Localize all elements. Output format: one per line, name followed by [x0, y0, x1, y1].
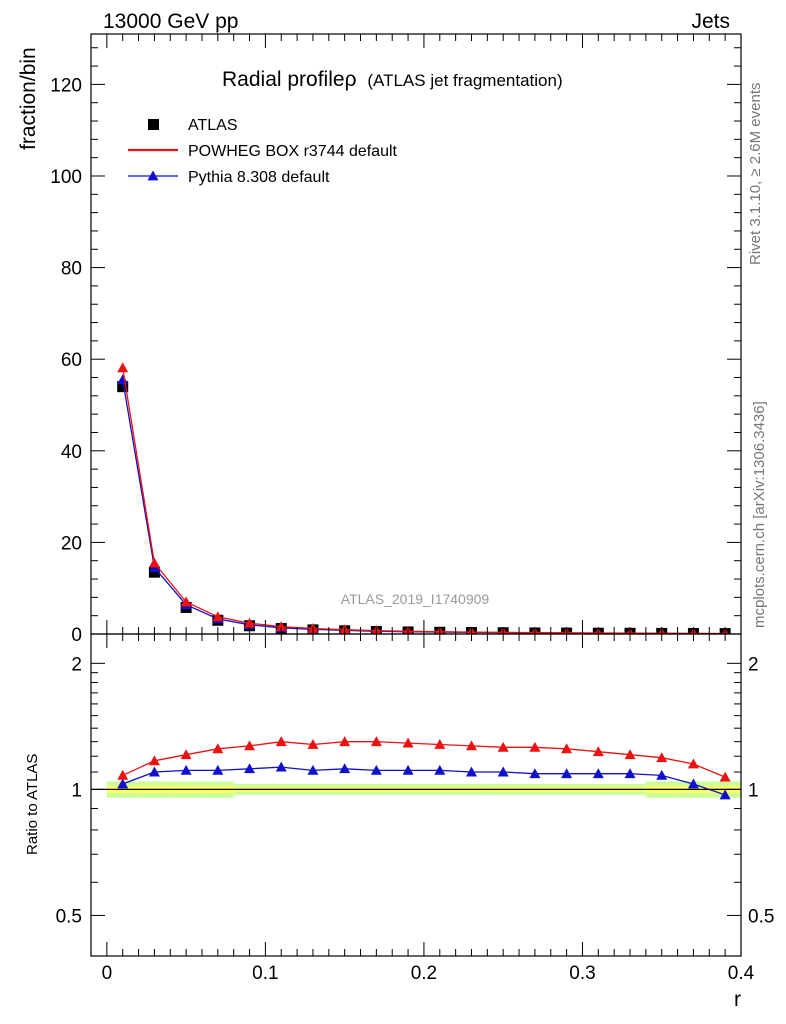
x-tick-label: 0	[102, 963, 113, 984]
ratio-pythia-point	[244, 763, 256, 774]
ratio-pythia-point	[561, 768, 573, 779]
main-powheg-point	[148, 557, 160, 568]
legend-atlas-marker	[148, 119, 159, 130]
chart-title-sub: (ATLAS jet fragmentation)	[367, 71, 562, 90]
x-axis-label: r	[734, 988, 741, 1011]
mcplots-label: mcplots.cern.ch [arXiv:1306.3436]	[751, 401, 768, 628]
chart-title: Radial profileρ (ATLAS jet fragmentation…	[222, 68, 563, 91]
y-tick-label: 40	[61, 442, 82, 463]
ratio-pythia-point	[465, 766, 477, 777]
axes: 0 0.1 0.2 0.3 0.4 0 20 40 60 80 100 120 0.5 0.5 1 1 2 2	[50, 33, 774, 984]
main-powheg-point	[212, 611, 224, 622]
svg-text:Radial profileρ (ATLAS j: Radial profileρ (ATLAS jet fragmentation…	[222, 68, 563, 91]
ratio-powheg-line	[122, 741, 726, 778]
ratio-powheg-point	[275, 736, 287, 747]
ratio-tick-label: 2	[71, 654, 82, 675]
atlas-data-point	[148, 566, 160, 578]
ratio-pythia-point	[180, 764, 192, 775]
ratio-axis-label: Ratio to ATLAS	[24, 754, 41, 855]
ratio-pythia-point	[687, 778, 699, 789]
x-tick-label: 0.3	[569, 963, 595, 984]
rivet-label: Rivet 3.1.10, ≥ 2.6M events	[747, 83, 764, 266]
x-tick-label: 0.1	[252, 963, 278, 984]
y-tick-label: 80	[61, 259, 82, 280]
ratio-powheg-point	[307, 738, 319, 749]
legend-atlas-label: ATLAS	[188, 117, 238, 134]
ratio-powheg-point	[244, 740, 256, 751]
ratio-pythia-point	[212, 764, 224, 775]
ratio-powheg-point	[624, 749, 636, 760]
legend-powheg-label: POWHEG BOX r3744 default	[188, 143, 398, 160]
legend: ATLAS POWHEG BOX r3744 default Pythia 8.30…	[128, 117, 398, 186]
energy-label: 13000 GeV pp	[103, 10, 238, 33]
ratio-pythia-point	[117, 778, 129, 789]
ratio-pythia-point	[497, 766, 509, 777]
ratio-pythia-point	[656, 769, 668, 780]
main-powheg-point	[275, 621, 287, 632]
atlas-data-point	[117, 381, 129, 393]
ratio-plot-area	[91, 736, 741, 800]
y-axis-label: fraction/bin	[17, 47, 40, 150]
ratio-powheg-point	[592, 746, 604, 757]
y-tick-label: 20	[61, 533, 82, 554]
ratio-tick-label-right: 2	[748, 654, 759, 675]
ratio-pythia-point	[148, 766, 160, 777]
legend-pythia-marker	[147, 170, 159, 181]
x-tick-label: 0.4	[728, 963, 755, 984]
ratio-pythia-point	[434, 764, 446, 775]
chart-title-main: Radial profileρ	[222, 68, 357, 91]
ratio-powheg-point	[117, 769, 129, 780]
ratio-powheg-point	[434, 738, 446, 749]
ratio-tick-label-right: 1	[748, 780, 759, 801]
ratio-tick-label: 1	[71, 780, 82, 801]
ratio-powheg-point	[148, 755, 160, 766]
ratio-pythia-point	[275, 761, 287, 772]
main-powheg-point	[244, 617, 256, 628]
ratio-powheg-point	[656, 752, 668, 763]
ratio-powheg-point	[339, 736, 351, 747]
ratio-pythia-point	[307, 764, 319, 775]
main-pythia-point	[117, 374, 129, 385]
analysis-watermark: ATLAS_2019_I1740909	[341, 591, 490, 607]
ratio-powheg-point	[402, 737, 414, 748]
legend-pythia-label: Pythia 8.308 default	[188, 169, 330, 186]
ratio-pythia-line	[122, 766, 726, 796]
ratio-pythia-point	[529, 768, 541, 779]
ratio-powheg-point	[370, 736, 382, 747]
ratio-powheg-point	[465, 740, 477, 751]
y-tick-label: 120	[50, 75, 82, 96]
y-tick-label: 100	[50, 167, 82, 188]
x-tick-label: 0.2	[411, 963, 437, 984]
ratio-pythia-point	[402, 764, 414, 775]
y-tick-label: 60	[61, 350, 82, 371]
ratio-pythia-point	[370, 764, 382, 775]
ratio-pythia-point	[624, 768, 636, 779]
ratio-pythia-point	[339, 763, 351, 774]
ratio-powheg-point	[497, 741, 509, 752]
ratio-tick-label-right: 0.5	[748, 906, 774, 927]
ratio-powheg-point	[529, 741, 541, 752]
ratio-pythia-point	[719, 789, 731, 800]
ratio-powheg-point	[180, 749, 192, 760]
main-powheg-point	[117, 362, 129, 373]
ratio-pythia-point	[592, 768, 604, 779]
ratio-powheg-point	[561, 743, 573, 754]
ratio-tick-label: 0.5	[56, 906, 82, 927]
ratio-powheg-point	[719, 771, 731, 782]
main-powheg-point	[180, 596, 192, 607]
ratio-frame	[90, 633, 742, 957]
ratio-powheg-point	[212, 743, 224, 754]
y-tick-label: 0	[71, 625, 82, 646]
category-label: Jets	[691, 10, 730, 33]
ratio-powheg-point	[687, 758, 699, 769]
